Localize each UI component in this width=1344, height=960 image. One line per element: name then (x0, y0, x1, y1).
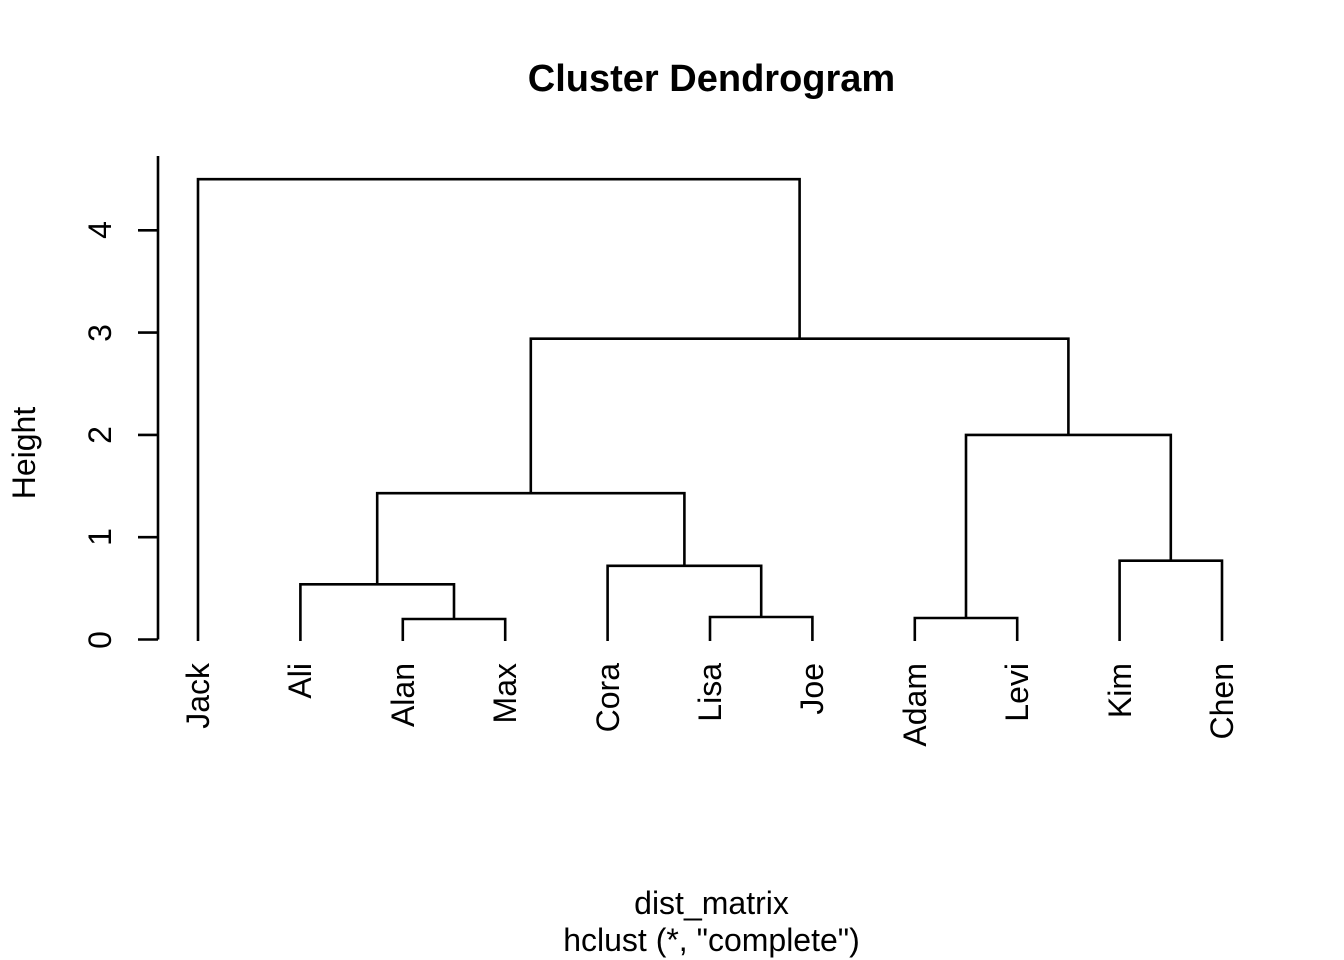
leaf-label-kim: Kim (1101, 663, 1138, 719)
y-tick-label-1: 1 (82, 528, 118, 547)
y-tick-label-4: 4 (82, 221, 118, 240)
leaf-label-levi: Levi (999, 663, 1036, 722)
leaf-label-jack: Jack (180, 663, 216, 729)
leaf-label-max: Max (487, 663, 524, 724)
x-axis-caption-line1: dist_matrix (634, 885, 789, 921)
leaf-label-alan: Alan (384, 663, 421, 728)
y-axis-title: Height (6, 406, 42, 500)
leaf-label-ali: Ali (282, 663, 319, 699)
leaf-label-joe: Joe (794, 663, 831, 715)
y-axis (138, 156, 160, 641)
y-tick-label-0: 0 (82, 630, 118, 649)
y-tick-label-2: 2 (82, 425, 118, 444)
y-tick-label-3: 3 (82, 323, 118, 342)
dendrogram-tree (196, 177, 1224, 641)
x-axis-caption-line2: hclust (*, "complete") (563, 922, 860, 958)
leaf-label-lisa: Lisa (692, 663, 728, 722)
leaf-label-chen: Chen (1204, 663, 1240, 740)
leaf-label-adam: Adam (896, 663, 933, 747)
chart-title: Cluster Dendrogram (527, 58, 896, 100)
leaf-label-cora: Cora (589, 663, 626, 733)
